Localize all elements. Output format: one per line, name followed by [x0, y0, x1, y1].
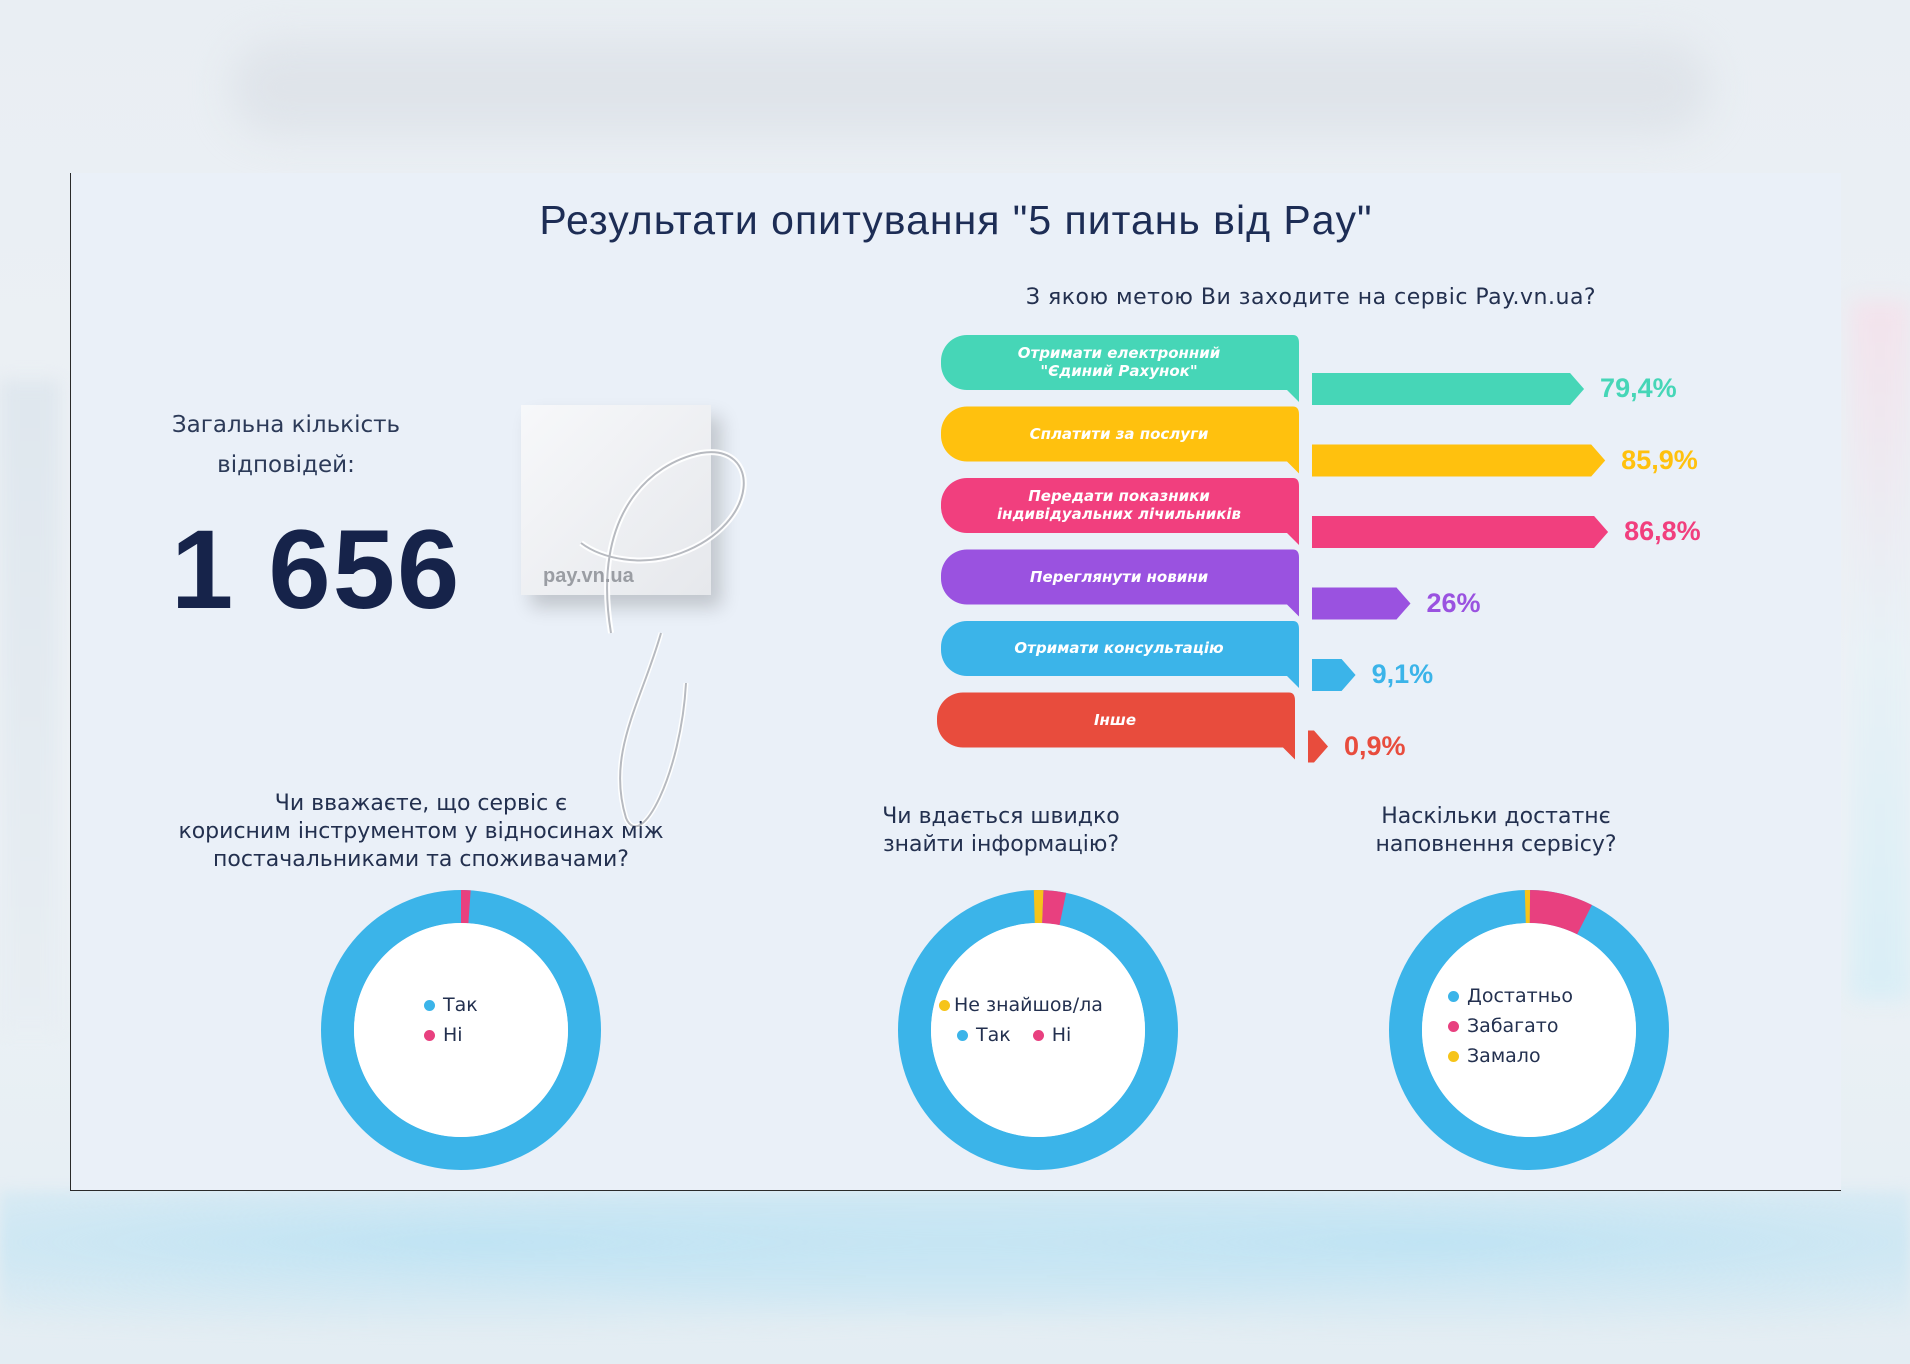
legend-label: Забагато	[1467, 1015, 1559, 1037]
bar-value-label: 9,1%	[1371, 659, 1434, 689]
bar-category-bubble	[941, 621, 1299, 688]
bar-category-label: Переглянути новини	[1029, 567, 1209, 586]
bar-mark	[1312, 659, 1356, 691]
bar-category-label: Отримати консультацію	[1014, 639, 1224, 657]
legend-dot-blue	[424, 1000, 435, 1011]
bar-category-bubble	[941, 478, 1299, 545]
legend-dot-blue	[957, 1030, 968, 1041]
bar-mark	[1312, 373, 1585, 405]
pie-1-question: Чи вважаєте, що сервіс є корисним інстру…	[141, 790, 701, 874]
total-responses-value: 1 656	[171, 507, 462, 632]
legend-item-no: Ні	[424, 1020, 478, 1050]
bar-category-label: Передати показники індивідуальних лічиль…	[996, 487, 1242, 523]
pie-1-question-line: постачальниками та споживачами?	[213, 847, 629, 872]
usefulness-donut-chart	[321, 890, 601, 1170]
legend-dot-pink	[1032, 1030, 1044, 1041]
legend-label: Ні	[1051, 1024, 1072, 1046]
bar-value-label: 79,4%	[1600, 373, 1677, 403]
pie-2-legend: Не знайшов/ла Так Ні	[939, 990, 1103, 1050]
legend-item-enough: Достатньо	[1448, 981, 1573, 1011]
blurred-footer-background	[0, 1190, 1910, 1364]
legend-item-not-found: Не знайшов/ла	[939, 990, 1103, 1020]
bar-value-label: 26%	[1426, 587, 1481, 618]
bar-value-label: 86,8%	[1624, 516, 1701, 546]
pie-3-legend: Достатньо Забагато Замало	[1448, 981, 1573, 1071]
pie-1-question-line: корисним інструментом у відносинах між	[178, 819, 664, 844]
donut-slice	[1033, 890, 1044, 924]
bar-value-label: 85,9%	[1621, 444, 1698, 475]
total-responses-label: Загальна кількість відповідей:	[171, 412, 401, 478]
content-donut-chart	[1389, 890, 1669, 1170]
legend-dot-pink	[424, 1030, 435, 1041]
bar-category-bubble	[937, 692, 1295, 760]
legend-dot-yellow	[939, 1000, 950, 1011]
bar-value-label: 0,9%	[1344, 730, 1406, 761]
donut-center	[1422, 923, 1636, 1137]
pie-2-question-line: Чи вдається швидко	[882, 804, 1120, 829]
legend-label: Ні	[443, 1024, 463, 1046]
pie-2-question: Чи вдається швидко знайти інформацію?	[831, 803, 1171, 859]
legend-item-too-much: Забагато	[1448, 1011, 1573, 1041]
legend-dot-yellow	[1448, 1051, 1459, 1062]
donut-slice	[461, 890, 471, 924]
bar-mark	[1312, 516, 1609, 548]
donut-center	[354, 923, 568, 1137]
bar-category-bubble	[941, 549, 1299, 617]
donut-slice	[1529, 890, 1592, 935]
pie-1-question-line: Чи вважаєте, що сервіс є	[274, 791, 568, 816]
bar-category-label: Інше	[1093, 710, 1137, 729]
blurred-left-background	[0, 380, 60, 1030]
pie-3-question: Наскільки достатнє наповнення сервісу?	[1296, 803, 1696, 859]
legend-label: Так	[976, 1024, 1011, 1046]
pay-logo-box	[521, 405, 711, 595]
bar-mark	[1312, 587, 1411, 620]
pie-1-legend: Так Ні	[424, 990, 478, 1050]
blurred-header-background	[230, 40, 1710, 135]
pay-logo-icon	[579, 449, 747, 829]
legend-label: Достатньо	[1467, 985, 1573, 1007]
pie-3-question-line: Наскільки достатнє	[1381, 804, 1611, 829]
purpose-bar-chart	[937, 335, 1609, 763]
donut-slice	[1524, 890, 1531, 924]
infographic-card: Результати опитування "5 питань від Pay"…	[70, 173, 1841, 1191]
infographic-title: Результати опитування "5 питань від Pay"	[539, 197, 1373, 243]
legend-dot-pink	[1448, 1021, 1459, 1032]
legend-item-yes-no: Так Ні	[939, 1020, 1103, 1050]
bar-chart-title: З якою метою Ви заходите на сервіс Pay.v…	[1025, 285, 1597, 310]
bar-category-bubble	[941, 335, 1299, 402]
pie-3-question-line: наповнення сервісу?	[1375, 832, 1617, 857]
pay-logo-text: pay.vn.ua	[543, 565, 634, 587]
legend-label: Не знайшов/ла	[954, 994, 1103, 1016]
legend-label: Замало	[1467, 1045, 1541, 1067]
legend-item-yes: Так	[424, 990, 478, 1020]
legend-dot-blue	[1448, 991, 1459, 1002]
legend-item-too-little: Замало	[1448, 1041, 1573, 1071]
legend-label: Так	[443, 994, 478, 1016]
bar-category-label: Сплатити за послуги	[1029, 424, 1209, 443]
bar-category-bubble	[941, 406, 1299, 474]
pie-2-question-line: знайти інформацію?	[882, 832, 1120, 857]
donut-slice	[1042, 890, 1067, 926]
bar-mark	[1312, 444, 1606, 477]
bar-mark	[1308, 730, 1328, 763]
blurred-right-background	[1850, 300, 1910, 1000]
bar-category-label: Отримати електронний "Єдиний Рахунок"	[1017, 344, 1221, 380]
